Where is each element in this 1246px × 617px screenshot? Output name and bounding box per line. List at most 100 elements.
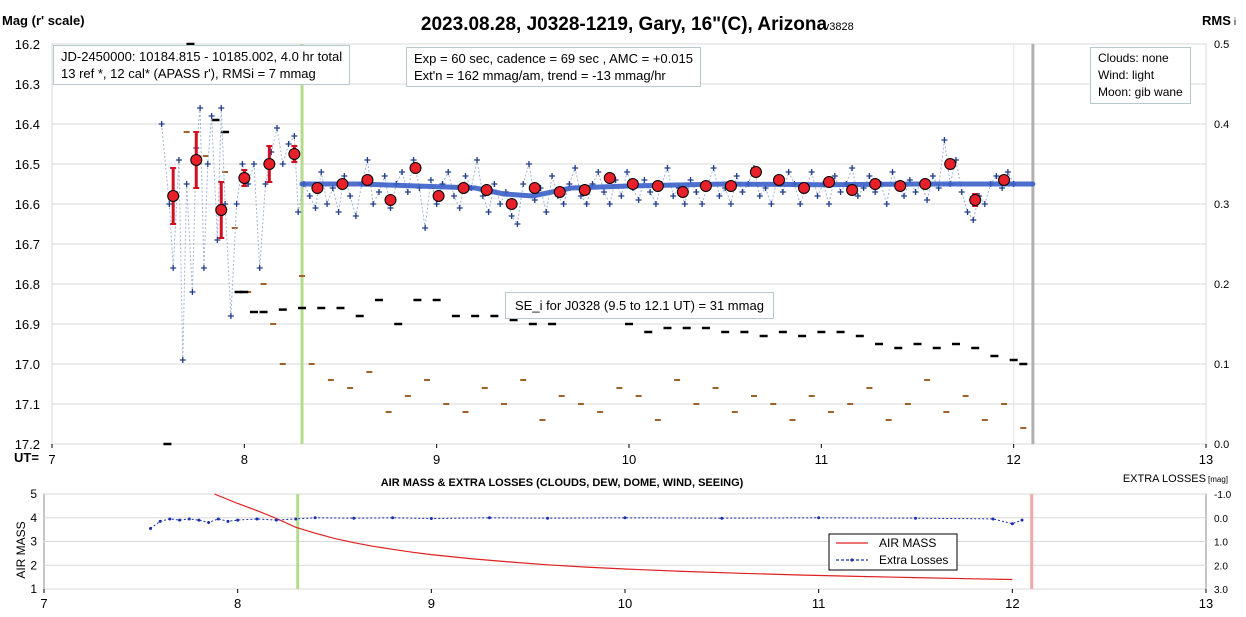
top-y2-tick-label: 0.4 [1214, 119, 1229, 131]
bottom-y2-tick-label: 3.0 [1214, 585, 1228, 596]
extra-losses-point [226, 519, 230, 523]
binned-point [505, 198, 518, 210]
info-box-jd: JD-2450000: 10184.815 - 10185.002, 4.0 h… [53, 45, 351, 85]
raw-point [664, 165, 671, 171]
binned-point [553, 186, 566, 198]
bottom-x-tick-label: 9 [428, 596, 435, 611]
raw-point [866, 173, 873, 179]
top-y2-tick-label: 0.1 [1214, 359, 1229, 371]
top-y-tick-label: 16.3 [15, 77, 40, 92]
raw-point [618, 193, 625, 199]
binned-point [798, 182, 811, 194]
raw-point [814, 193, 821, 199]
binned-point [944, 158, 957, 170]
top-y-tick-label: 16.8 [15, 277, 40, 292]
top-y2-tick-label: 0.0 [1214, 439, 1229, 451]
binned-point [432, 190, 445, 202]
bottom-y-tick-label: 5 [30, 487, 37, 501]
top-y-tick-label: 16.2 [15, 37, 40, 52]
bottom-right-axis-title: EXTRA LOSSES [mag] [1123, 473, 1228, 485]
raw-point [197, 105, 204, 111]
info-box-conditions-line3: Moon: gib wane [1098, 85, 1183, 99]
raw-point [175, 157, 182, 163]
raw-point [572, 165, 579, 171]
bottom-x-tick-label: 11 [812, 596, 826, 611]
raw-point [883, 201, 890, 207]
extra-losses-point [216, 517, 220, 521]
info-box-conditions-line1: Clouds: none [1098, 51, 1169, 65]
raw-point [352, 213, 359, 219]
top-y2-tick-label: 0.3 [1214, 199, 1229, 211]
binned-point [336, 178, 349, 190]
raw-point [854, 193, 861, 199]
raw-point [370, 201, 377, 207]
raw-point [200, 265, 207, 271]
raw-point [291, 133, 298, 139]
extra-losses-point [168, 517, 172, 521]
raw-point [941, 137, 948, 143]
chart-title: 2023.08.28, J0328-1219, Gary, 16"(C), Ar… [421, 14, 828, 35]
y-right-axis-title: RMS i [1202, 13, 1236, 28]
binned-point [288, 148, 301, 160]
bottom-legend: AIR MASS Extra Losses [828, 533, 958, 571]
raw-point [422, 225, 429, 231]
raw-point [831, 173, 838, 179]
legend-air-mass-label: AIR MASS [879, 536, 936, 550]
info-box-exposure-line2: Ext'n = 162 mmag/am, trend = -13 mmag/hr [414, 68, 666, 83]
raw-point [347, 193, 354, 199]
bottom-y-tick-label: 1 [30, 582, 37, 596]
raw-point [183, 181, 190, 187]
top-x-tick-label: 7 [48, 452, 55, 467]
binned-point [190, 154, 203, 166]
raw-point [250, 161, 257, 167]
raw-point [445, 169, 452, 175]
raw-point [901, 193, 908, 199]
binned-point [998, 174, 1011, 186]
extra-losses-point [236, 518, 240, 522]
extra-losses-point [623, 516, 627, 520]
top-y-tick-label: 17.2 [15, 437, 40, 452]
raw-point [318, 169, 325, 175]
binned-point [528, 182, 541, 194]
raw-point [387, 205, 394, 211]
binned-point [869, 178, 882, 190]
raw-point [964, 209, 971, 215]
bottom-y2-tick-label: -1.0 [1214, 490, 1232, 501]
top-x-tick-label: 9 [433, 452, 440, 467]
raw-point [525, 161, 532, 167]
binned-point [311, 182, 324, 194]
raw-point [641, 177, 648, 183]
raw-point [600, 189, 607, 195]
raw-point [993, 173, 1000, 179]
raw-point [981, 201, 988, 207]
raw-point [450, 193, 457, 199]
raw-point [158, 121, 165, 127]
raw-point [785, 169, 792, 175]
raw-point [520, 181, 527, 187]
raw-point [189, 289, 196, 295]
trend-line [299, 181, 1036, 199]
raw-point [583, 201, 590, 207]
raw-point [335, 209, 342, 215]
binned-point [773, 174, 786, 186]
raw-point [170, 265, 177, 271]
bottom-x-tick-label: 12 [1005, 596, 1019, 611]
extra-losses-point [294, 517, 298, 521]
binned-point [894, 180, 907, 192]
extra-losses-point [991, 517, 995, 521]
y-right-axis-title-suffix: i [1234, 17, 1236, 28]
binned-point [215, 204, 228, 216]
info-box-conditions-line2: Wind: light [1098, 68, 1155, 82]
raw-point [912, 189, 919, 195]
extra-losses-point [207, 521, 211, 524]
raw-point [456, 205, 463, 211]
raw-point [699, 201, 706, 207]
top-y-tick-label: 16.9 [15, 317, 40, 332]
y-left-axis-title: Mag (r' scale) [2, 13, 85, 28]
air-mass-line [214, 493, 1013, 581]
raw-point [797, 201, 804, 207]
raw-point [970, 217, 977, 223]
binned-point [578, 184, 591, 196]
bottom-y2-tick-label: 2.0 [1214, 561, 1228, 572]
raw-point [399, 169, 406, 175]
